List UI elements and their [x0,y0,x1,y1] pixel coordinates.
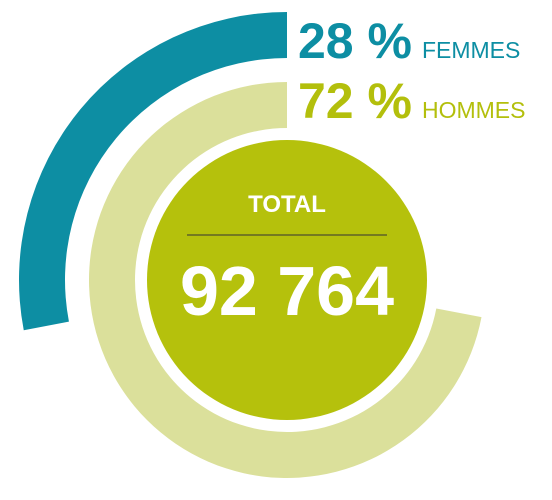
legend-label: HOMMES [422,97,526,123]
value-label: 28 % [298,13,412,69]
value-label: 72 % [298,73,412,129]
arc-bar [19,12,288,331]
legend-label: FEMMES [422,37,520,63]
center-disc [147,140,427,420]
total-value: 92 764 [180,252,394,330]
total-title: TOTAL [248,191,326,218]
